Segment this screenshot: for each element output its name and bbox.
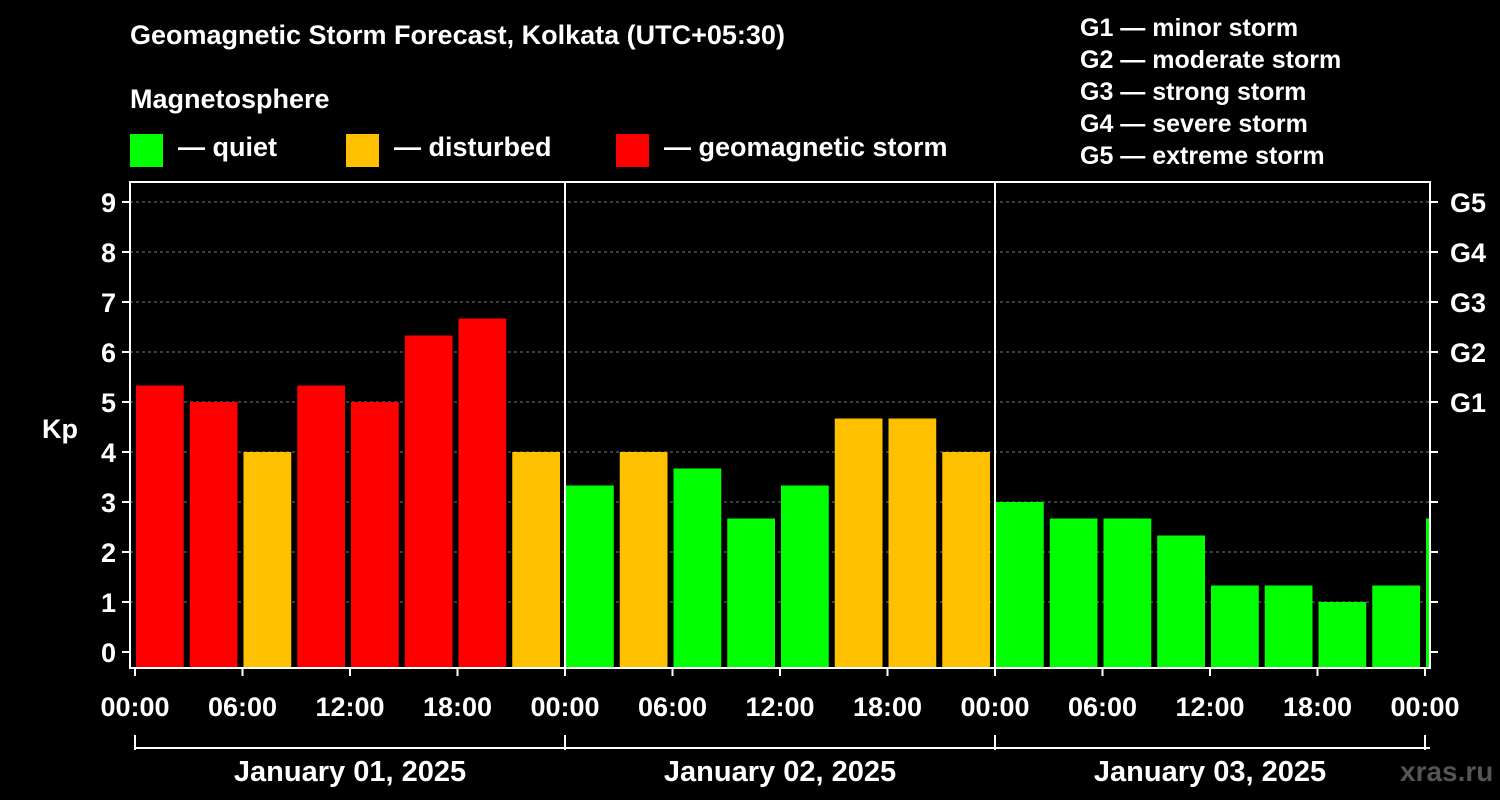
kp-bar: 4.67 xyxy=(834,418,883,668)
x-tick-label: 12:00 xyxy=(1175,692,1244,722)
kp-bar: 4 xyxy=(243,452,292,668)
g-axis-label: G1 xyxy=(1450,388,1486,418)
legend-label-storm: — geomagnetic storm xyxy=(664,132,948,162)
x-tick-label: 06:00 xyxy=(1068,692,1137,722)
g-axis-label: G5 xyxy=(1450,188,1486,218)
kp-bar: 1.33 xyxy=(1211,585,1259,668)
legend-swatch-quiet xyxy=(130,134,163,167)
kp-bar: 2.67 xyxy=(1426,518,1430,668)
y-tick-label: 5 xyxy=(101,388,116,418)
kp-bar: 2.67 xyxy=(1103,518,1152,668)
kp-bar: 3.67 xyxy=(673,468,722,668)
y-tick-label: 4 xyxy=(101,438,116,468)
kp-bar: 1 xyxy=(1318,602,1367,668)
g-axis-label: G4 xyxy=(1450,238,1486,268)
g-scale-item: G2 — moderate storm xyxy=(1080,46,1342,74)
kp-bar: 3 xyxy=(996,502,1044,668)
kp-bar: 2.67 xyxy=(727,518,775,668)
legend-swatch-storm xyxy=(616,134,649,167)
kp-bar: 5.33 xyxy=(297,385,345,668)
kp-bar: 4 xyxy=(942,452,990,668)
kp-bar: 5 xyxy=(189,402,238,668)
g-scale-item: G5 — extreme storm xyxy=(1080,142,1325,170)
legend-label-quiet: — quiet xyxy=(178,132,277,162)
legend-swatch-disturbed xyxy=(346,134,379,167)
magnetosphere-label: Magnetosphere xyxy=(130,84,330,114)
kp-bar: 3.33 xyxy=(566,485,614,668)
y-tick-label: 9 xyxy=(101,188,116,218)
x-tick-label: 12:00 xyxy=(315,692,384,722)
x-tick-label: 06:00 xyxy=(638,692,707,722)
day-label: January 01, 2025 xyxy=(234,756,466,788)
y-tick-label: 2 xyxy=(101,538,116,568)
y-tick-label: 0 xyxy=(101,638,116,668)
kp-bar: 4.67 xyxy=(888,418,937,668)
x-tick-label: 18:00 xyxy=(853,692,922,722)
x-tick-label: 00:00 xyxy=(100,692,169,722)
x-tick-label: 00:00 xyxy=(1390,692,1459,722)
y-tick-label: 3 xyxy=(101,488,116,518)
day-label: January 02, 2025 xyxy=(664,756,896,788)
x-tick-label: 18:00 xyxy=(1283,692,1352,722)
kp-bar: 6.33 xyxy=(404,335,453,668)
day-label: January 03, 2025 xyxy=(1094,756,1326,788)
g-scale-item: G1 — minor storm xyxy=(1080,14,1299,42)
kp-bar: 5 xyxy=(351,402,399,668)
y-tick-label: 8 xyxy=(101,238,116,268)
kp-bar: 6.67 xyxy=(458,318,507,668)
y-tick-label: 7 xyxy=(101,288,116,318)
watermark: xras.ru xyxy=(1400,756,1494,787)
y-axis-label: Kp xyxy=(42,414,78,444)
kp-bar: 3.33 xyxy=(781,485,829,668)
g-scale-item: G3 — strong storm xyxy=(1080,78,1307,106)
x-tick-label: 00:00 xyxy=(960,692,1029,722)
g-scale-item: G4 — severe storm xyxy=(1080,110,1308,138)
y-tick-label: 1 xyxy=(101,588,116,618)
x-tick-label: 18:00 xyxy=(423,692,492,722)
kp-bar: 5.33 xyxy=(136,385,184,668)
legend-label-disturbed: — disturbed xyxy=(394,132,552,162)
kp-bar: 4 xyxy=(512,452,560,668)
kp-bar: 4 xyxy=(619,452,668,668)
x-tick-label: 12:00 xyxy=(745,692,814,722)
kp-bar: 1.33 xyxy=(1372,585,1420,668)
g-axis-label: G3 xyxy=(1450,288,1486,318)
g-axis-label: G2 xyxy=(1450,338,1486,368)
x-tick-label: 00:00 xyxy=(530,692,599,722)
x-tick-label: 06:00 xyxy=(208,692,277,722)
kp-bar: 2.67 xyxy=(1049,518,1098,668)
kp-bar: 2.33 xyxy=(1157,535,1205,668)
kp-bar: 1.33 xyxy=(1264,585,1313,668)
y-tick-label: 6 xyxy=(101,338,116,368)
chart-title: Geomagnetic Storm Forecast, Kolkata (UTC… xyxy=(130,20,785,50)
